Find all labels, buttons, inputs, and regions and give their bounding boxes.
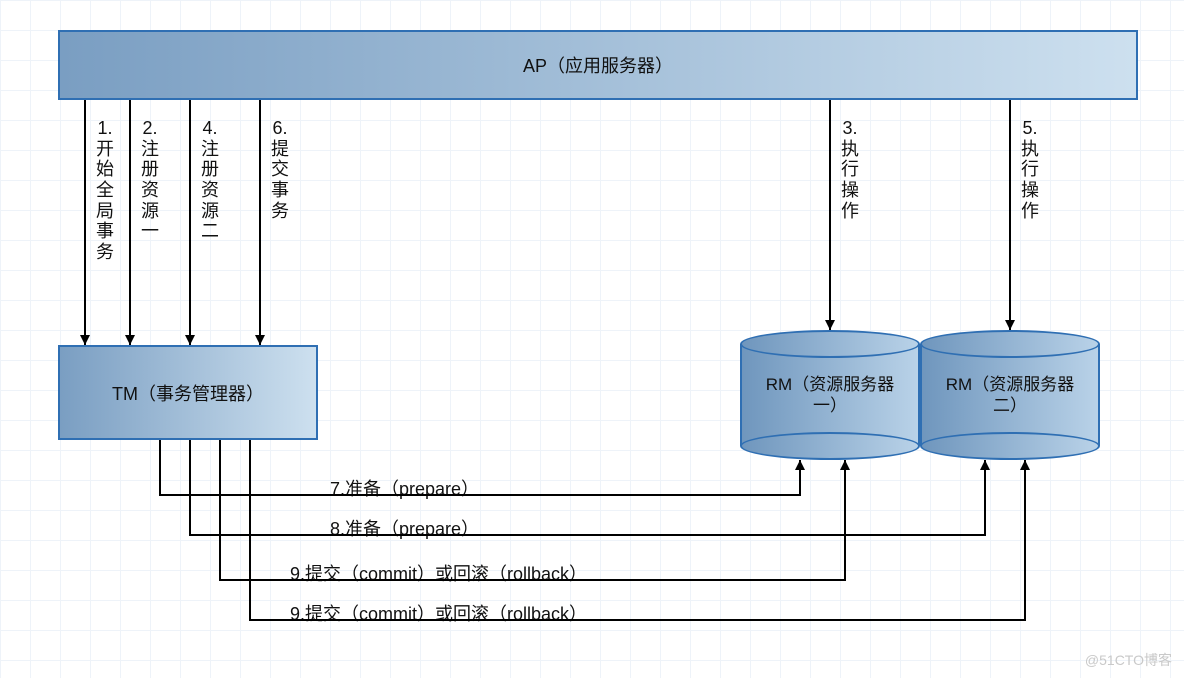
arrow-7-label: 7.准备（prepare）: [330, 475, 479, 501]
arrow-3-label: 3. 执 行 操 作: [840, 118, 860, 221]
arrow-1-label: 1. 开 始 全 局 事 务: [95, 118, 115, 263]
node-rm1-top: [740, 330, 920, 358]
arrow-9a-label: 9.提交（commit）或回滚（rollback）: [290, 560, 587, 586]
node-rm1-label: RM（资源服务器一）: [766, 374, 894, 417]
node-rm1-bottom: [740, 432, 920, 460]
arrow-5-label: 5. 执 行 操 作: [1020, 118, 1040, 221]
arrow-2-label: 2. 注 册 资 源 一: [140, 118, 160, 242]
node-rm2-bottom: [920, 432, 1100, 460]
node-ap: AP（应用服务器）: [58, 30, 1138, 100]
arrow-8-label: 8.准备（prepare）: [330, 515, 479, 541]
node-tm-label: TM（事务管理器）: [112, 380, 264, 406]
arrow-4-label: 4. 注 册 资 源 二: [200, 118, 220, 242]
node-tm: TM（事务管理器）: [58, 345, 318, 440]
arrow-9b-label: 9.提交（commit）或回滚（rollback）: [290, 600, 587, 626]
node-rm1: RM（资源服务器一）: [740, 330, 920, 460]
node-rm2-label: RM（资源服务器二）: [946, 374, 1074, 417]
node-rm1-body: RM（资源服务器一）: [740, 344, 920, 446]
node-rm2-body: RM（资源服务器二）: [920, 344, 1100, 446]
node-rm2: RM（资源服务器二）: [920, 330, 1100, 460]
node-ap-label: AP（应用服务器）: [523, 52, 673, 78]
node-rm2-top: [920, 330, 1100, 358]
arrow-6-label: 6. 提 交 事 务: [270, 118, 290, 221]
watermark: @51CTO博客: [1085, 650, 1172, 670]
